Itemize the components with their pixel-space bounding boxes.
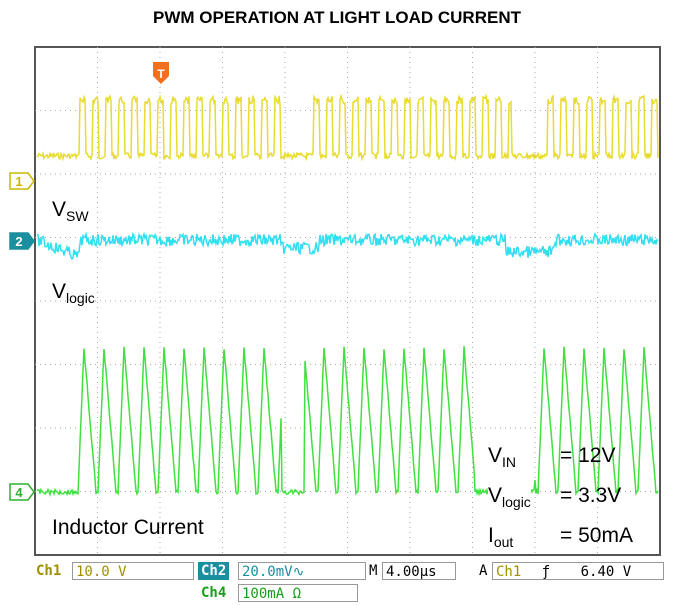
- ch1-trace: [36, 93, 659, 162]
- channel-marker: [9, 172, 35, 190]
- ch4-scale: 100mA Ω: [238, 584, 358, 602]
- channel-marker-label: 1: [15, 174, 22, 189]
- vsw-label: VSW: [52, 198, 89, 224]
- condition: VIN = 12V: [488, 444, 616, 470]
- vlogic-label: Vlogic: [52, 280, 95, 306]
- ch2-label: Ch2: [198, 562, 230, 580]
- channel-marker: [9, 232, 35, 250]
- trigger-marker: [153, 62, 169, 84]
- trig-source: Ch1: [496, 564, 522, 580]
- trig-prefix: A: [479, 563, 488, 579]
- trig-level: 6.40 V: [580, 564, 632, 580]
- channel-marker-label: 4: [15, 485, 23, 500]
- channel-marker: [9, 483, 35, 501]
- ch4-trace: [37, 346, 659, 498]
- inductor-label: Inductor Current: [52, 516, 204, 539]
- channel-marker-label: 2: [15, 234, 22, 249]
- ch2-scale: 20.0mV∿: [238, 562, 366, 580]
- trig-slope: ƒ: [541, 564, 551, 580]
- ch4-label: Ch4: [201, 585, 227, 601]
- time-scale: 4.00µs: [382, 562, 456, 580]
- trigger-box: Ch1 ƒ 6.40 V: [492, 562, 664, 580]
- time-prefix: M: [369, 563, 378, 579]
- ch1-scale: 10.0 V: [72, 562, 194, 580]
- ch2-trace: [36, 231, 659, 261]
- condition: Iout = 50mA: [488, 524, 633, 550]
- trigger-marker-label: T: [157, 67, 165, 81]
- ch1-label: Ch1: [36, 563, 62, 579]
- condition: Vlogic = 3.3V: [488, 484, 622, 510]
- title: PWM OPERATION AT LIGHT LOAD CURRENT: [153, 8, 521, 27]
